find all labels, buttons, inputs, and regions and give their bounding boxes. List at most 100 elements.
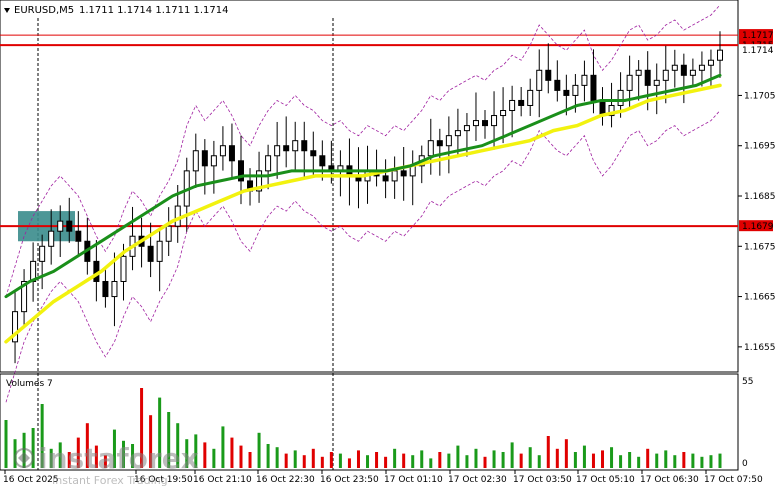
candle-body (48, 230, 55, 247)
volume-bar (528, 447, 532, 468)
volume-bar (510, 442, 514, 468)
moving-average-slow (4, 83, 722, 344)
candle-body (21, 280, 28, 313)
chart-frame (0, 0, 739, 373)
volume-bar (628, 452, 632, 468)
volume-bar (275, 447, 279, 468)
volume-bar (49, 448, 53, 468)
watermark: instaforex Instant Forex Trading (14, 442, 199, 487)
volume-bar (483, 456, 487, 468)
volume-bar (411, 455, 415, 468)
candle-body (39, 245, 46, 262)
volume-bar (709, 455, 713, 468)
symbol-label: EURUSD,M5 (14, 5, 74, 16)
candle-body (572, 84, 579, 96)
candle-body (265, 155, 272, 172)
volume-bar (519, 453, 523, 468)
candle-body (454, 130, 461, 137)
candle-body (75, 230, 82, 242)
volume-bar (655, 453, 659, 468)
volume-bar (302, 455, 306, 468)
volume-bar (67, 452, 71, 468)
volume-zero-label: 0 (742, 459, 748, 469)
header-dropdown-icon[interactable] (4, 8, 10, 13)
volume-bar (718, 453, 722, 468)
volume-bar (573, 452, 577, 468)
candle-body (617, 89, 624, 106)
candle-body (237, 160, 244, 182)
candle-body (698, 64, 705, 71)
volume-bar (221, 426, 225, 468)
volume-bar (501, 452, 505, 468)
price-tag-bg (739, 220, 773, 232)
volume-frame (0, 373, 739, 471)
candle-body (635, 69, 642, 76)
y-tick-label: 1.1675 (744, 242, 776, 252)
volume-bar (239, 445, 243, 468)
candle-body (156, 240, 163, 262)
price-tag-label: 1.1679 (742, 222, 774, 232)
volume-max-label: 55 (742, 377, 753, 387)
candle-body (57, 220, 64, 232)
volume-bar (582, 445, 586, 468)
volume-bar (203, 442, 207, 468)
volume-bar (266, 444, 270, 468)
volume-bar (691, 453, 695, 468)
candle-body (590, 74, 597, 101)
candle-body (256, 170, 263, 192)
volume-bar (329, 452, 333, 468)
volume-bar (40, 404, 44, 468)
candle-body (554, 79, 561, 91)
candle-body (671, 64, 678, 71)
candle-body (472, 120, 479, 127)
y-tick-label: 1.1655 (744, 343, 776, 353)
volume-bar (664, 450, 668, 468)
volume-bars (4, 388, 722, 468)
candle-body (436, 140, 443, 147)
volume-bar (112, 429, 116, 468)
volume-bar (311, 448, 315, 468)
volume-bar (121, 440, 125, 468)
volume-bar (601, 450, 605, 468)
ohlc-values: 1.1711 1.1714 1.1711 1.1714 (79, 5, 229, 16)
volume-bar (22, 432, 26, 468)
volume-bar (356, 450, 360, 468)
x-tick-label: 16 Oct 23:50 (320, 475, 379, 485)
price-tag-label: 1.1714 (742, 46, 774, 56)
candle-body (12, 311, 19, 343)
candle-body (210, 155, 217, 167)
volume-bar (158, 397, 162, 468)
x-tick-label: 16 Oct 21:10 (193, 475, 252, 485)
candle-body (66, 220, 73, 232)
candle-body (653, 79, 660, 86)
candle-body (545, 69, 552, 81)
candle-body (500, 110, 507, 117)
candle-body (445, 135, 452, 147)
y-tick-label: 1.1665 (744, 293, 776, 303)
volume-bar (4, 420, 8, 468)
volume-bar (610, 447, 614, 468)
candle-body (165, 225, 172, 242)
volume-bar (492, 450, 496, 468)
candle-body (463, 125, 470, 132)
volume-bar (31, 428, 35, 468)
candle-body (301, 140, 308, 152)
price-axis: 1.1705 1.1695 1.1685 1.1675 1.1665 1.1655 (738, 91, 776, 353)
volume-bar (284, 453, 288, 468)
volume-bar (194, 434, 198, 468)
candle-body (536, 69, 543, 91)
volume-bar (474, 448, 478, 468)
price-levels (0, 34, 738, 228)
volume-bar (76, 437, 80, 468)
y-tick-label: 1.1695 (744, 142, 776, 152)
volume-bar (564, 439, 568, 468)
volume-bar (257, 432, 261, 468)
volume-bar (212, 448, 216, 468)
volume-bar (149, 415, 153, 468)
candle-body (527, 89, 534, 106)
volume-bar (429, 458, 433, 468)
candle-body (192, 150, 199, 172)
volume-bar (438, 452, 442, 468)
candle-body (111, 280, 118, 298)
